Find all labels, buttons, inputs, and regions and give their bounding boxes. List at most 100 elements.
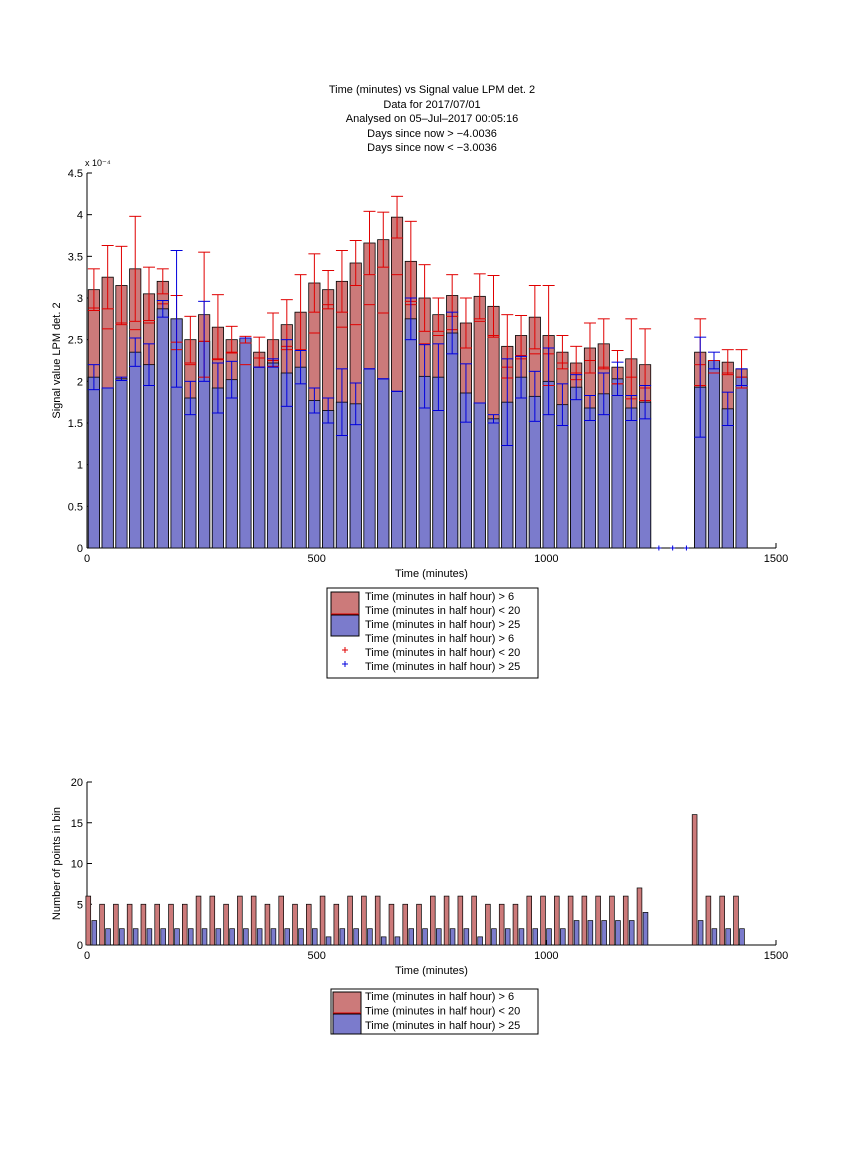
title-line-1: Time (minutes) vs Signal value LPM det. … — [328, 84, 536, 96]
count-y-tick-label: 20 — [71, 777, 83, 789]
count-bar-gt25 — [380, 936, 387, 946]
count-bar-gt6 — [278, 895, 284, 946]
count-bar-gt6 — [595, 895, 601, 946]
count-bar-gt6 — [498, 903, 505, 946]
count-bar-gt6 — [223, 903, 229, 946]
count-bar-gt25 — [394, 936, 401, 946]
signal-bar-gt25 — [446, 332, 459, 549]
count-bar-gt6 — [182, 903, 188, 946]
count-bar-gt25 — [119, 928, 125, 946]
signal-y-tick-label: 0.5 — [68, 501, 83, 513]
signal-y-multiplier: x 10⁻⁴ — [85, 158, 111, 168]
signal-bar-gt25 — [707, 360, 721, 549]
signal-legend-label: Time (minutes in half hour) < 20 — [365, 605, 520, 617]
count-bar-gt25 — [256, 928, 263, 946]
count-bar-gt6 — [443, 895, 450, 946]
signal-legend-swatch-gt6 — [330, 591, 360, 615]
count-bar-gt25 — [449, 928, 456, 946]
count-bar-gt25 — [132, 928, 139, 946]
count-bar-gt6 — [209, 895, 216, 946]
count-bar-gt25 — [477, 936, 483, 946]
signal-bar-gt25 — [583, 407, 597, 549]
count-x-axis-label: Time (minutes) — [395, 965, 468, 977]
signal-legend-label: Time (minutes in half hour) > 6 — [365, 591, 514, 603]
count-bar-gt25 — [642, 912, 649, 946]
signal-bar-gt25 — [184, 397, 197, 549]
count-bar-gt6 — [609, 895, 615, 946]
count-x-tick-label: 1000 — [534, 950, 558, 962]
count-bar-gt6 — [581, 895, 588, 946]
signal-bar-gt25 — [87, 376, 100, 549]
signal-bar-gt25 — [597, 393, 610, 549]
signal-y-axis-label: Signal value LPM det. 2 — [51, 302, 63, 418]
count-x-tick-label: 1500 — [764, 950, 788, 962]
count-bar-gt6 — [250, 895, 257, 946]
signal-bar-gt25 — [349, 403, 362, 549]
count-bar-gt6 — [691, 814, 698, 946]
signal-bar-gt25 — [363, 368, 376, 549]
count-bar-gt25 — [105, 928, 111, 946]
title-line-2: Data for 2017/07/01 — [383, 98, 481, 111]
count-bar-gt6 — [526, 895, 532, 946]
count-x-tick-label: 500 — [307, 950, 325, 962]
count-bar-gt6 — [168, 903, 174, 946]
count-bar-gt6 — [485, 903, 491, 946]
count-bar-gt6 — [306, 903, 312, 946]
figure-title: Time (minutes) vs Signal value LPM det. … — [232, 83, 632, 156]
count-bar-gt25 — [532, 928, 538, 946]
count-bar-gt25 — [243, 928, 249, 946]
signal-bar-gt25 — [625, 407, 638, 549]
title-line-3: Analysed on 05–Jul–2017 00:05:16 — [345, 113, 519, 125]
count-bar-gt6 — [430, 895, 436, 946]
count-bar-gt25 — [422, 928, 428, 946]
signal-y-tick-label: 1.5 — [68, 418, 83, 430]
count-bar-gt6 — [388, 903, 395, 946]
count-bar-gt25 — [312, 928, 318, 946]
signal-x-tick-label: 1500 — [764, 553, 788, 565]
signal-bar-gt25 — [377, 378, 390, 549]
count-legend-label: Time (minutes in half hour) > 25 — [365, 1020, 520, 1032]
count-bar-gt25 — [587, 920, 594, 946]
count-bar-gt25 — [504, 928, 511, 946]
signal-bar-gt25 — [225, 379, 238, 549]
signal-y-tick-label: 2 — [77, 376, 83, 388]
count-legend-swatch-gt25 — [332, 1013, 362, 1035]
count-bar-gt25 — [270, 928, 277, 946]
count-bar-gt25 — [91, 920, 98, 946]
signal-y-tick-label: 3 — [77, 293, 83, 305]
signal-y-tick-label: 3.5 — [68, 251, 83, 263]
count-bar-gt6 — [512, 903, 519, 946]
count-bar-gt6 — [457, 895, 464, 946]
signal-legend-box — [326, 587, 539, 679]
count-bar-gt25 — [298, 928, 304, 946]
signal-bar-gt25 — [487, 418, 500, 549]
count-bar-gt6 — [622, 895, 629, 946]
signal-chart: 0 500 1000 1500 0 0.5 1 1.5 2 2.5 3 3.5 4 4.5 Time (mi… — [51, 158, 788, 679]
count-bar-gt6 — [402, 903, 408, 946]
count-legend-label: Time (minutes in half hour) < 20 — [365, 1006, 520, 1018]
signal-bar-gt25 — [115, 378, 128, 549]
count-bar-gt25 — [518, 928, 525, 946]
count-bar-gt6 — [705, 895, 712, 946]
signal-bar-gt25 — [129, 351, 142, 549]
signal-bar-gt25 — [735, 376, 748, 549]
count-bar-gt6 — [140, 903, 147, 946]
signal-bar-gt25 — [308, 400, 321, 549]
count-y-tick-label: 10 — [71, 859, 83, 871]
count-bar-gt6 — [471, 895, 477, 946]
signal-y-tick-label: 4 — [77, 210, 83, 222]
count-bar-gt25 — [188, 928, 194, 946]
count-bar-gt6 — [195, 895, 202, 946]
count-bar-gt6 — [333, 903, 340, 946]
count-bar-gt25 — [215, 928, 222, 946]
title-line-4: Days since now > −4.0036 — [367, 127, 497, 140]
signal-bar-gt25 — [721, 408, 734, 549]
count-bar-gt25 — [353, 928, 359, 946]
signal-bar-gt25 — [239, 337, 252, 549]
count-bar-gt6 — [540, 895, 546, 946]
count-bar-gt6 — [85, 895, 92, 946]
count-bar-gt25 — [229, 928, 235, 946]
count-bar-gt6 — [719, 895, 725, 946]
signal-y-tick-label: 2.5 — [68, 335, 83, 347]
